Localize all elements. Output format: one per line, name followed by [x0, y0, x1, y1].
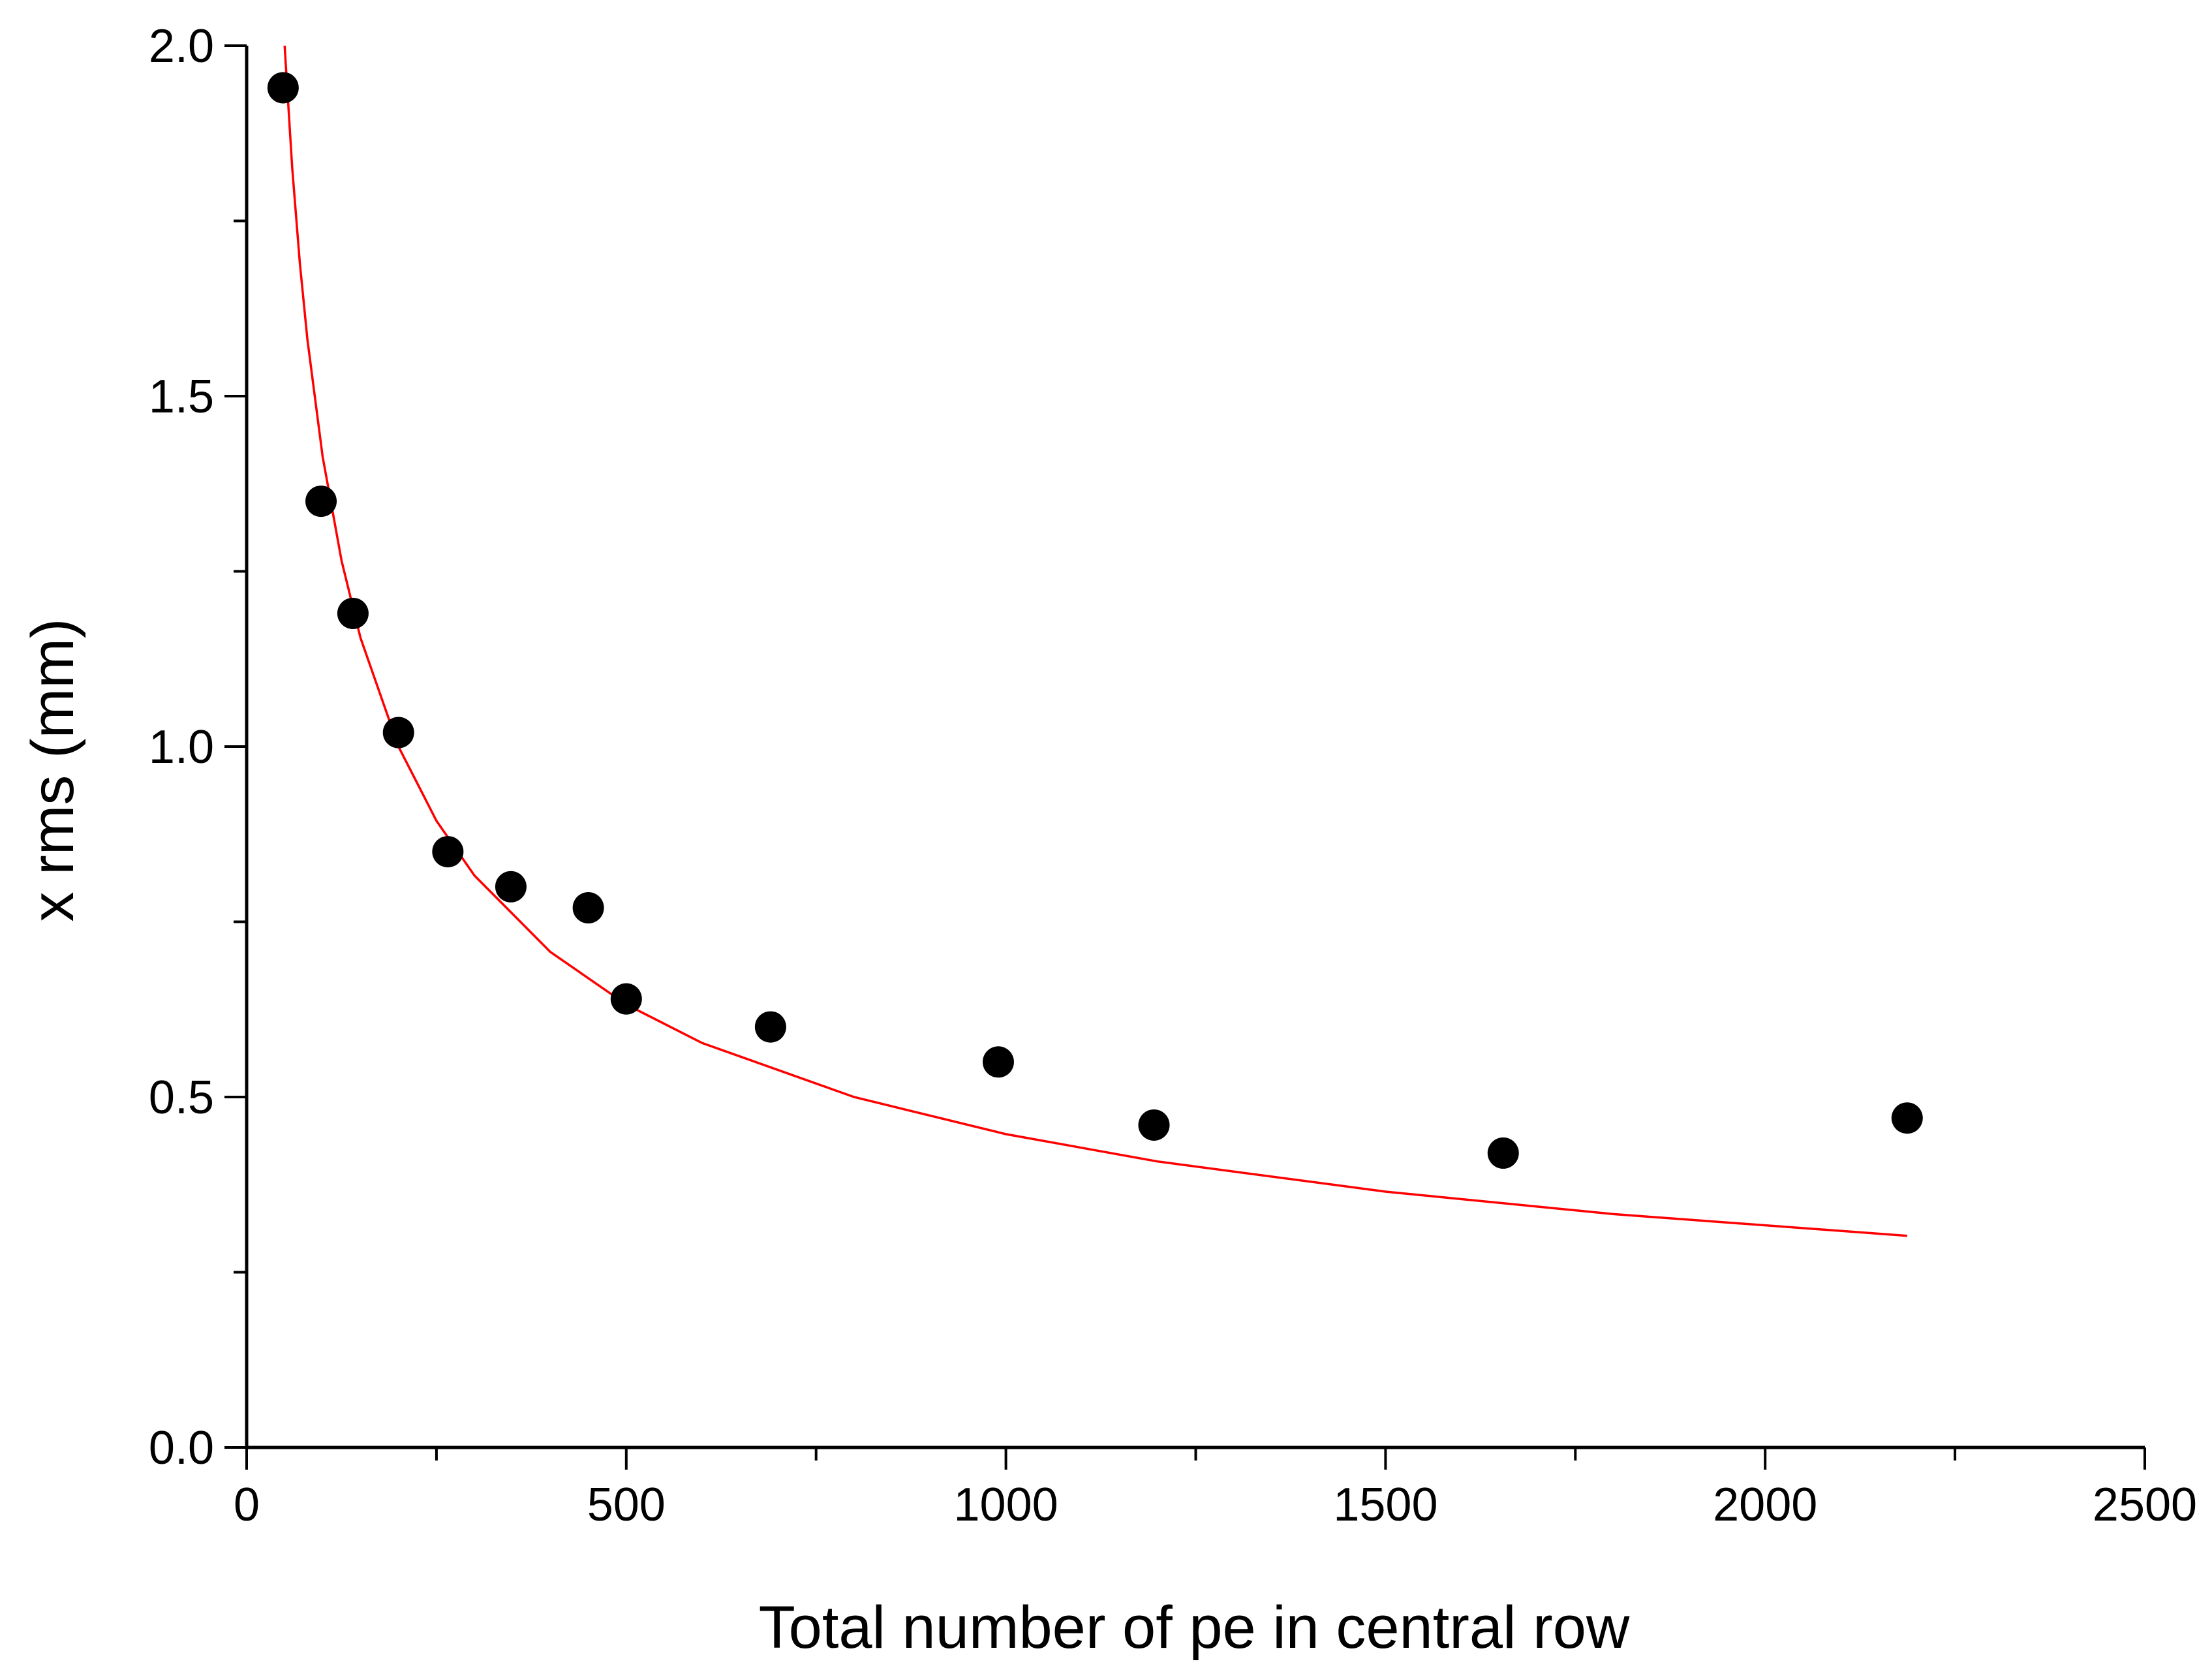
x-tick-label: 2000 — [1713, 1479, 1817, 1531]
data-point — [495, 871, 527, 903]
data-point — [982, 1046, 1014, 1078]
x-tick-label: 500 — [587, 1479, 666, 1531]
y-tick-label: 1.0 — [149, 721, 214, 773]
data-point — [572, 892, 604, 924]
data-point — [1487, 1137, 1519, 1169]
x-tick-label: 1000 — [954, 1479, 1058, 1531]
x-tick-label: 2500 — [2093, 1479, 2197, 1531]
x-tick-label: 1500 — [1333, 1479, 1437, 1531]
data-point — [1891, 1102, 1923, 1134]
y-tick-label: 0.5 — [149, 1072, 214, 1124]
data-point — [337, 597, 369, 629]
fit-curve — [283, 45, 1907, 1237]
data-point — [432, 836, 464, 868]
data-point — [610, 983, 642, 1015]
y-axis-title: x rms (mm) — [20, 619, 86, 922]
axes: 0 500 1000 1500 2000 2500 0.0 0.5 1.0 1.5 2.0 — [149, 20, 2197, 1531]
data-point — [1138, 1109, 1170, 1141]
y-tick-label: 2.0 — [149, 20, 214, 72]
y-tick-label: 0.0 — [149, 1422, 214, 1474]
data-points-layer — [267, 72, 1923, 1169]
data-point — [267, 72, 299, 104]
data-point — [382, 717, 414, 749]
fit-curve-layer — [283, 45, 1907, 1237]
x-axis-title: Total number of pe in central row — [759, 1594, 1630, 1661]
y-tick-label: 1.5 — [149, 371, 214, 423]
data-point — [305, 486, 337, 518]
x-tick-label: 0 — [234, 1479, 260, 1531]
data-point — [754, 1011, 786, 1043]
